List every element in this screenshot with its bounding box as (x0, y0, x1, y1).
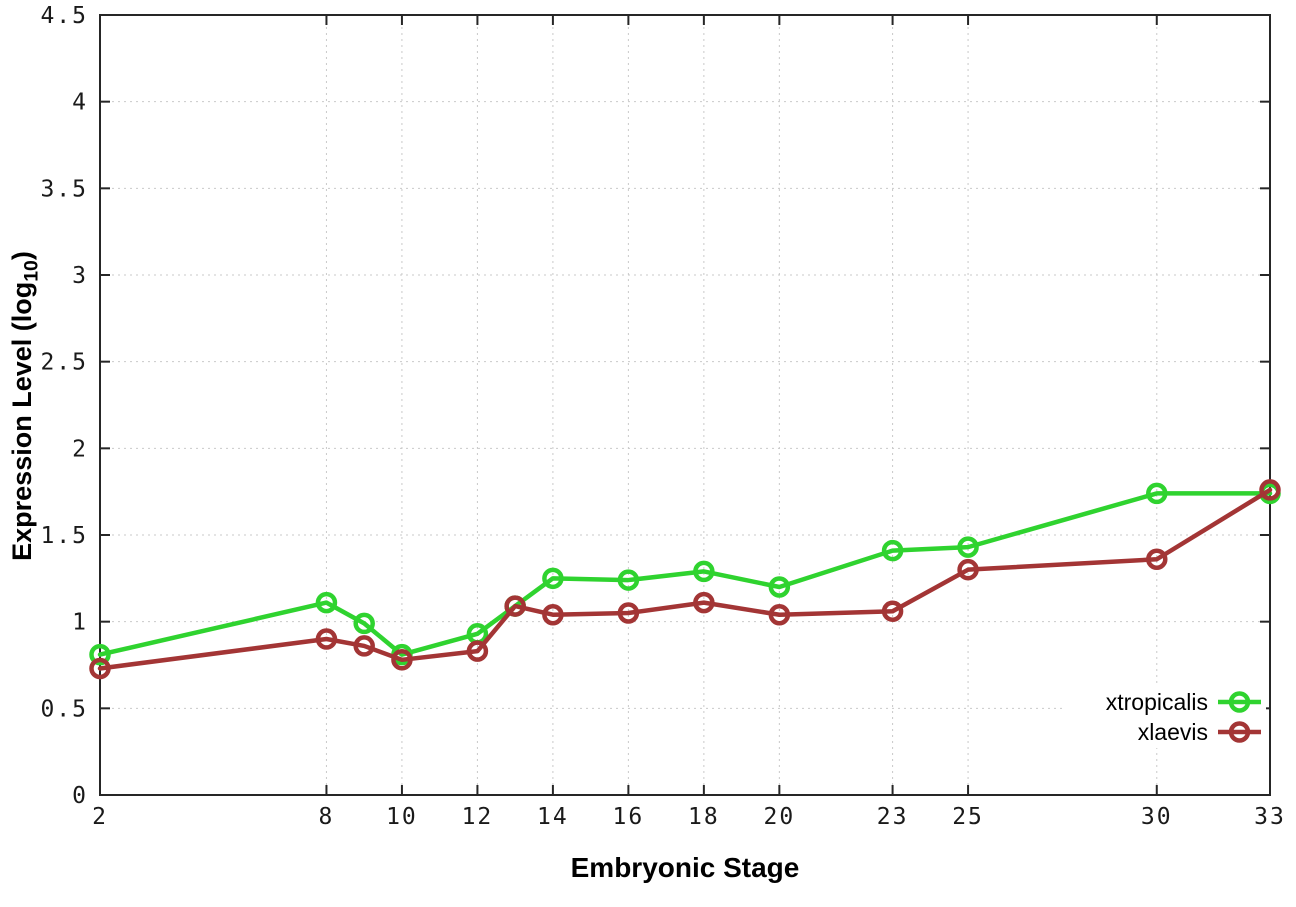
y-tick-label: 3.5 (40, 176, 88, 202)
data-point-xtropicalis (881, 539, 904, 562)
data-point-xlaevis (542, 603, 564, 626)
y-tick-label: 3 (72, 263, 88, 289)
data-point-xlaevis (504, 595, 526, 617)
y-tick-label: 0.5 (40, 696, 88, 722)
legend-marker-sample (1228, 691, 1251, 713)
data-point-xlaevis (617, 602, 640, 624)
y-axis-title: Expression Level (log10) (4, 16, 43, 796)
x-tick-label: 30 (1141, 804, 1173, 830)
y-axis-title-close: ) (7, 251, 37, 261)
data-point-xtropicalis (768, 576, 791, 598)
data-point-xlaevis (881, 600, 904, 623)
data-point-xlaevis (1146, 548, 1168, 571)
series-xlaevis (89, 479, 1281, 680)
data-point-xlaevis (957, 558, 979, 581)
y-tick-label: 2.5 (40, 350, 88, 376)
y-tick-label: 0 (72, 783, 88, 809)
y-tick-label: 1 (72, 610, 88, 636)
y-axis-title-subscript: 10 (20, 260, 43, 282)
grid-lines (99, 14, 1271, 796)
x-tick-label: 18 (688, 804, 720, 830)
data-point-xlaevis (89, 657, 111, 680)
legend-entry-xlaevis: xlaevis (1138, 719, 1261, 745)
axis-ticks (99, 14, 1271, 796)
y-axis-title-text: Expression Level (log (7, 281, 37, 561)
y-tick-label: 4 (72, 90, 88, 116)
data-point-xlaevis (768, 603, 791, 626)
x-tick-label: 16 (613, 804, 645, 830)
legend-marker-sample (1228, 721, 1251, 743)
legend: xtropicalis xlaevis (1066, 686, 1266, 748)
data-point-xtropicalis (617, 569, 640, 591)
data-point-xtropicalis (957, 536, 979, 558)
data-point-xlaevis (466, 640, 489, 662)
x-tick-label: 14 (537, 804, 569, 830)
x-tick-label: 2 (92, 804, 108, 830)
data-point-xtropicalis (542, 567, 564, 590)
legend-entry-xtropicalis: xtropicalis (1106, 689, 1261, 715)
x-tick-label: 33 (1254, 804, 1286, 830)
x-tick-label: 20 (764, 804, 796, 830)
series-xtropicalis (89, 482, 1281, 666)
plot-border (99, 14, 1271, 796)
data-point-xtropicalis (315, 591, 338, 614)
x-tick-label: 8 (319, 804, 335, 830)
series-line-xtropicalis (97, 491, 1273, 657)
data-point-xlaevis (391, 649, 413, 671)
data-point-xlaevis (693, 591, 715, 614)
x-tick-label: 10 (386, 804, 418, 830)
data-point-xtropicalis (353, 612, 375, 635)
data-point-xtropicalis (693, 560, 715, 583)
data-point-xlaevis (353, 635, 375, 657)
legend-label: xtropicalis (1106, 689, 1208, 715)
y-tick-label: 2 (72, 436, 88, 462)
data-point-xtropicalis (89, 643, 111, 666)
y-tick-label: 1.5 (40, 523, 88, 549)
x-tick-label: 23 (877, 804, 909, 830)
y-tick-label: 4.5 (40, 3, 88, 29)
legend-label: xlaevis (1138, 719, 1208, 745)
series-line-xlaevis (97, 487, 1273, 671)
data-point-xtropicalis (1146, 482, 1168, 505)
x-axis-title: Embryonic Stage (570, 852, 800, 883)
data-point-xlaevis (1259, 479, 1281, 501)
data-point-xlaevis (315, 628, 338, 650)
x-tick-label: 12 (462, 804, 494, 830)
x-tick-label: 25 (952, 804, 984, 830)
